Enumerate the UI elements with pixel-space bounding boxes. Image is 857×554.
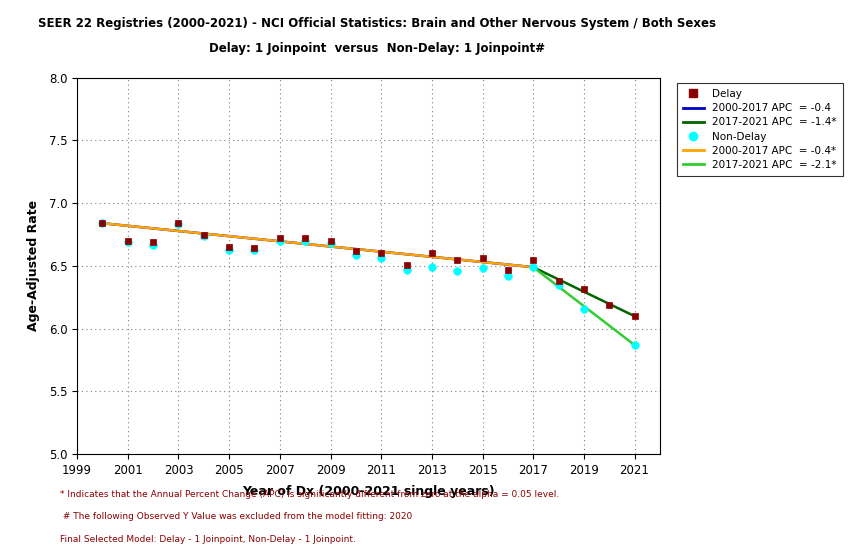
Point: [298, 234, 312, 243]
Point: [399, 260, 413, 269]
Point: [121, 238, 135, 247]
Point: [526, 263, 540, 271]
Text: * Indicates that the Annual Percent Change (APC) is significantly different from: * Indicates that the Annual Percent Chan…: [60, 490, 560, 499]
Point: [526, 255, 540, 264]
Point: [425, 263, 439, 271]
Point: [577, 284, 590, 293]
Point: [96, 219, 110, 228]
Point: [248, 244, 261, 253]
Text: SEER 22 Registries (2000-2021) - NCI Official Statistics: Brain and Other Nervou: SEER 22 Registries (2000-2021) - NCI Off…: [38, 17, 716, 29]
Point: [501, 265, 515, 274]
Text: Delay: 1 Joinpoint  versus  Non-Delay: 1 Joinpoint#: Delay: 1 Joinpoint versus Non-Delay: 1 J…: [209, 42, 545, 54]
Point: [197, 230, 211, 239]
Point: [273, 234, 287, 243]
Legend: Delay, 2000-2017 APC  = -0.4, 2017-2021 APC  = -1.4*, Non-Delay, 2000-2017 APC  : Delay, 2000-2017 APC = -0.4, 2017-2021 A…: [677, 83, 843, 176]
Point: [349, 250, 363, 259]
Point: [552, 276, 566, 285]
Point: [627, 341, 641, 350]
Point: [222, 243, 236, 252]
Point: [450, 255, 464, 264]
Point: [627, 312, 641, 321]
Point: [171, 220, 185, 229]
Point: [375, 254, 388, 263]
Point: [450, 266, 464, 275]
Point: [349, 247, 363, 255]
Point: [121, 237, 135, 245]
Point: [399, 265, 413, 274]
Point: [602, 300, 616, 309]
Point: [273, 237, 287, 245]
Point: [248, 245, 261, 254]
Point: [552, 280, 566, 289]
Point: [222, 245, 236, 254]
X-axis label: Year of Dx (2000-2021 single years): Year of Dx (2000-2021 single years): [243, 485, 494, 499]
Point: [324, 239, 338, 248]
Point: [324, 237, 338, 245]
Point: [96, 219, 110, 228]
Text: Final Selected Model: Delay - 1 Joinpoint, Non-Delay - 1 Joinpoint.: Final Selected Model: Delay - 1 Joinpoin…: [60, 535, 356, 543]
Point: [501, 271, 515, 280]
Point: [476, 254, 489, 263]
Point: [147, 240, 160, 249]
Point: [147, 238, 160, 247]
Point: [476, 264, 489, 273]
Point: [375, 249, 388, 258]
Point: [197, 232, 211, 240]
Point: [425, 249, 439, 258]
Y-axis label: Age-Adjusted Rate: Age-Adjusted Rate: [27, 201, 40, 331]
Point: [171, 219, 185, 228]
Point: [577, 304, 590, 313]
Point: [298, 237, 312, 245]
Text: # The following Observed Y Value was excluded from the model fitting: 2020: # The following Observed Y Value was exc…: [60, 512, 412, 521]
